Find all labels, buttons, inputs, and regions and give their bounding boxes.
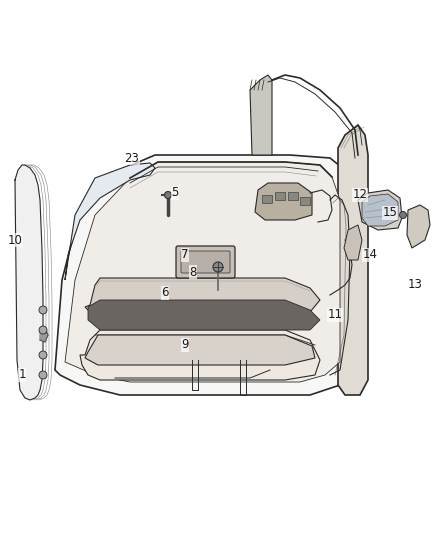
Polygon shape [358, 190, 402, 230]
Circle shape [39, 371, 47, 379]
Polygon shape [85, 278, 320, 315]
Bar [288, 192, 298, 200]
Polygon shape [338, 125, 368, 395]
Text: 12: 12 [353, 189, 367, 201]
Text: 6: 6 [161, 287, 169, 300]
Polygon shape [344, 225, 362, 260]
Polygon shape [65, 162, 340, 382]
Text: 11: 11 [328, 309, 343, 321]
Polygon shape [250, 75, 272, 155]
Polygon shape [15, 165, 43, 400]
Text: 8: 8 [189, 265, 197, 279]
Text: 13: 13 [408, 279, 422, 292]
Circle shape [39, 351, 47, 359]
FancyBboxPatch shape [181, 251, 230, 273]
Text: 15: 15 [382, 206, 397, 220]
Text: 10: 10 [7, 233, 22, 246]
Polygon shape [85, 335, 315, 365]
Circle shape [165, 191, 172, 198]
Circle shape [399, 212, 406, 219]
Text: 14: 14 [363, 248, 378, 262]
Polygon shape [88, 300, 320, 330]
Text: 9: 9 [181, 338, 189, 351]
Polygon shape [80, 330, 320, 380]
Polygon shape [255, 183, 312, 220]
FancyBboxPatch shape [176, 246, 235, 278]
Bar [300, 197, 310, 205]
Bar [275, 192, 285, 200]
Text: 7: 7 [181, 248, 189, 262]
Text: 5: 5 [171, 187, 179, 199]
Text: 23: 23 [124, 151, 139, 165]
Polygon shape [55, 155, 355, 395]
Polygon shape [407, 205, 430, 248]
Circle shape [39, 326, 47, 334]
Circle shape [39, 306, 47, 314]
Bar [262, 195, 272, 203]
Polygon shape [65, 163, 155, 280]
Polygon shape [362, 194, 398, 226]
Circle shape [213, 262, 223, 272]
Text: 1: 1 [18, 368, 26, 382]
Polygon shape [40, 328, 48, 342]
